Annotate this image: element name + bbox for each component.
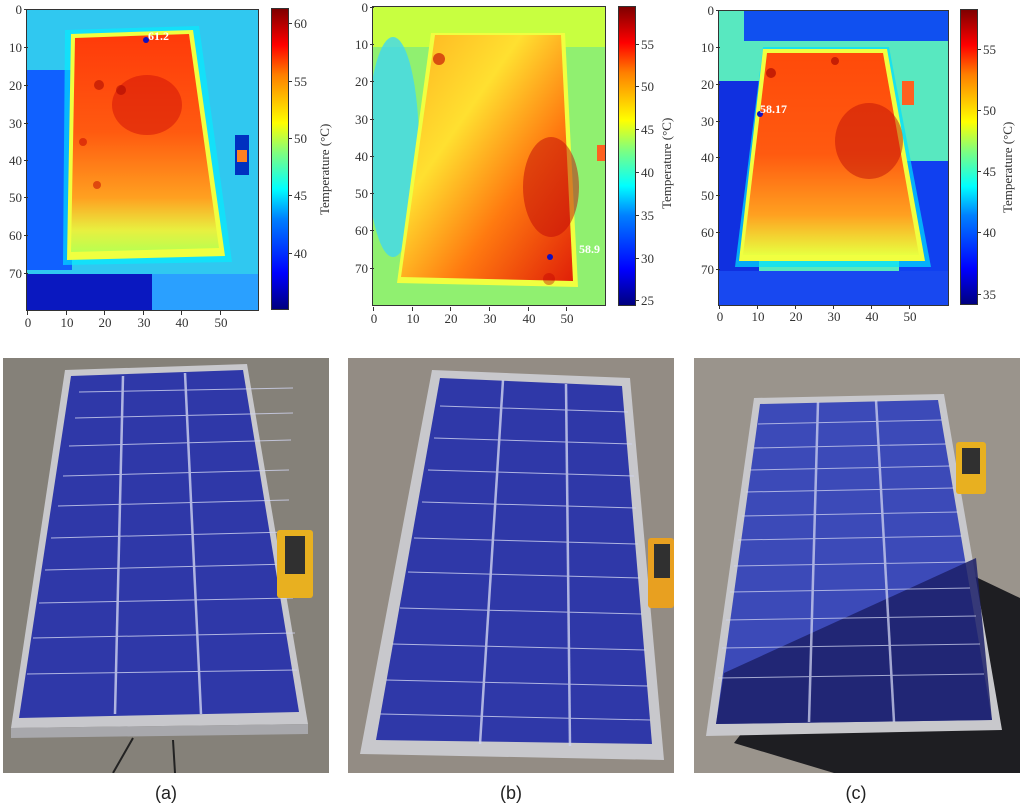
- colorbar-b: [618, 6, 636, 306]
- heatmap-b: [372, 6, 606, 306]
- xtick: 0: [362, 307, 386, 325]
- colorbar-c: [960, 9, 978, 305]
- caption-a: (a): [155, 783, 177, 803]
- thermal-panel-c: 58.17 0 10 20 30 40 50 60 70 0 10 20 30 …: [680, 0, 1024, 330]
- caption-c: (c): [845, 783, 867, 803]
- xtick: 50: [555, 307, 579, 325]
- caption-b: (b): [500, 783, 522, 803]
- ytick: 10: [0, 41, 28, 54]
- xtick: 10: [746, 305, 770, 323]
- colorbar-tick: 35: [977, 287, 996, 302]
- ytick: 30: [692, 115, 720, 128]
- ytick: 30: [346, 113, 374, 126]
- ytick: 60: [346, 224, 374, 237]
- hotspot-label-c: 58.17: [760, 102, 787, 116]
- colorbar-tick: 35: [635, 208, 654, 223]
- colorbar-tick: 55: [288, 74, 307, 89]
- colorbar-tick: 45: [977, 164, 996, 179]
- colorbar-label-b: Temperature (°C): [659, 117, 674, 209]
- xtick: 30: [822, 305, 846, 323]
- ytick: 20: [0, 79, 28, 92]
- ytick: 0: [346, 1, 374, 14]
- colorbar-tick: 40: [288, 246, 307, 261]
- xtick: 20: [784, 305, 808, 323]
- hotspot-label-a: 61.2: [148, 29, 169, 43]
- ytick: 70: [346, 262, 374, 275]
- heatmap-a: [26, 9, 259, 311]
- xtick: 20: [93, 311, 117, 329]
- colorbar-tick: 45: [288, 188, 307, 203]
- xtick: 30: [478, 307, 502, 325]
- xtick: 10: [55, 311, 79, 329]
- ytick: 50: [346, 187, 374, 200]
- ytick: 0: [0, 3, 28, 16]
- ytick: 60: [0, 229, 28, 242]
- colorbar-tick: 25: [635, 293, 654, 308]
- colorbar-tick: 30: [635, 251, 654, 266]
- xtick: 10: [401, 307, 425, 325]
- ytick: 20: [692, 78, 720, 91]
- heatmap-c: [718, 10, 949, 306]
- ytick: 40: [346, 150, 374, 163]
- photo-a: [3, 358, 329, 773]
- ytick: 10: [692, 41, 720, 54]
- colorbar-tick: 40: [977, 225, 996, 240]
- hotspot-label-b: 58.9: [579, 242, 600, 256]
- photo-b: [348, 358, 674, 773]
- xtick: 50: [898, 305, 922, 323]
- ytick: 70: [692, 263, 720, 276]
- colorbar-tick: 55: [977, 42, 996, 57]
- ytick: 70: [0, 267, 28, 280]
- xtick: 50: [209, 311, 233, 329]
- xtick: 0: [16, 311, 40, 329]
- colorbar-label-a: Temperature (°C): [317, 123, 332, 215]
- xtick: 0: [708, 305, 732, 323]
- colorbar-tick: 50: [635, 79, 654, 94]
- ytick: 20: [346, 75, 374, 88]
- colorbar-tick: 45: [635, 122, 654, 137]
- ytick: 50: [692, 189, 720, 202]
- ytick: 10: [346, 38, 374, 51]
- colorbar-a: [271, 8, 289, 310]
- colorbar-tick: 50: [977, 103, 996, 118]
- ytick: 60: [692, 226, 720, 239]
- colorbar-tick: 60: [288, 16, 307, 31]
- colorbar-label-c: Temperature (°C): [1000, 121, 1015, 213]
- ytick: 50: [0, 191, 28, 204]
- xtick: 40: [860, 305, 884, 323]
- ytick: 30: [0, 117, 28, 130]
- ytick: 40: [0, 154, 28, 167]
- colorbar-tick: 40: [635, 165, 654, 180]
- xtick: 40: [170, 311, 194, 329]
- xtick: 40: [517, 307, 541, 325]
- colorbar-tick: 55: [635, 37, 654, 52]
- thermal-panel-a: 61.2 0 10 20 30 40 50 60 70 0 10 20 30 4…: [0, 0, 340, 330]
- photo-c: [694, 358, 1020, 773]
- colorbar-tick: 50: [288, 131, 307, 146]
- thermal-panel-b: 58.9 0 10 20 30 40 50 60 70 0 10 20 30 4…: [340, 0, 680, 330]
- xtick: 20: [439, 307, 463, 325]
- xtick: 30: [132, 311, 156, 329]
- ytick: 0: [692, 4, 720, 17]
- ytick: 40: [692, 151, 720, 164]
